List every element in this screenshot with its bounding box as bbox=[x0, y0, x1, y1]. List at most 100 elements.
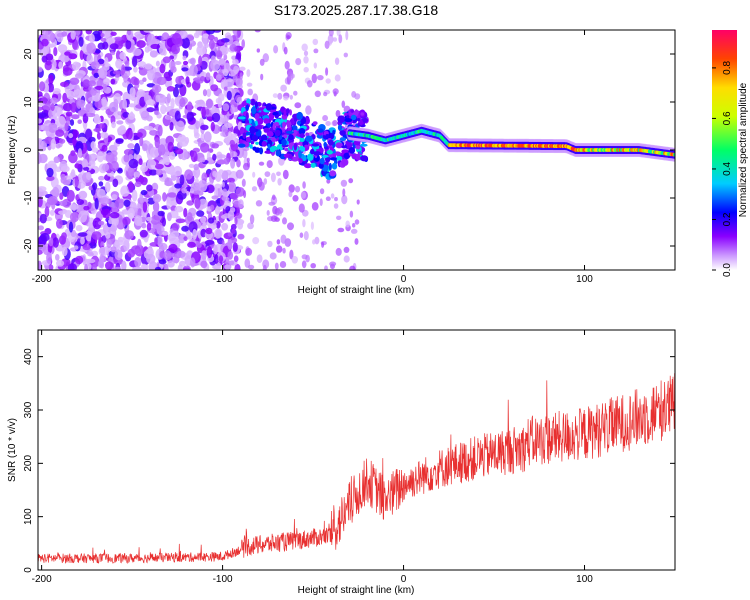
spectrogram-noise-blob bbox=[350, 228, 358, 234]
spectrogram-noise-blob bbox=[101, 96, 107, 107]
spectrogram-noise-blob bbox=[325, 78, 331, 84]
spectrogram-noise-blob bbox=[146, 222, 152, 231]
spectrogram-noise-blob bbox=[102, 41, 109, 50]
spectrogram-transition-blob bbox=[313, 151, 321, 156]
spectrogram-noise-blob bbox=[117, 168, 123, 174]
spectrogram-noise-blob bbox=[234, 46, 240, 53]
spectrogram-noise-blob bbox=[234, 263, 241, 270]
spectrogram-noise-blob bbox=[155, 94, 161, 103]
spectrogram-noise-blob bbox=[221, 240, 225, 245]
spectrogram-noise-blob bbox=[145, 216, 153, 222]
spectrogram-noise-blob bbox=[111, 121, 116, 129]
spectrogram-noise-blob bbox=[44, 125, 50, 132]
spectrogram-noise-blob bbox=[230, 223, 237, 230]
spectrogram-noise-blob bbox=[48, 195, 58, 205]
spectrogram-noise-blob bbox=[312, 38, 319, 46]
spectrogram-noise-blob bbox=[69, 204, 79, 210]
spectrogram-noise-blob bbox=[282, 169, 289, 180]
spectrogram-noise-blob bbox=[38, 139, 44, 150]
spectrogram-noise-blob bbox=[243, 190, 247, 199]
spectrogram-noise-blob bbox=[75, 30, 81, 36]
y-tick-label: 100 bbox=[23, 508, 34, 525]
spectrogram-noise-blob bbox=[332, 119, 338, 127]
spectrogram-noise-blob bbox=[170, 98, 175, 110]
spectrogram-noise-blob bbox=[48, 109, 53, 118]
spectrogram-noise-blob bbox=[235, 78, 243, 87]
spectrogram-noise-blob bbox=[208, 39, 215, 50]
spectrogram-noise-blob bbox=[322, 115, 328, 122]
x-tick-label: 0 bbox=[401, 574, 407, 585]
spectrogram-noise-blob bbox=[139, 135, 144, 147]
spectrogram-noise-blob bbox=[79, 49, 84, 60]
spectrogram-noise-blob bbox=[131, 245, 141, 255]
spectrogram-noise-blob bbox=[80, 236, 85, 245]
spectrogram-transition-blob bbox=[245, 131, 251, 136]
spectrogram-noise-blob bbox=[216, 39, 225, 47]
spectrogram-noise-blob bbox=[215, 262, 222, 270]
spectrogram-noise-blob bbox=[155, 168, 163, 176]
spectrogram-noise-blob bbox=[236, 96, 243, 107]
spectrogram-noise-blob bbox=[333, 203, 339, 209]
spectrogram-noise-blob bbox=[49, 209, 55, 216]
spectrogram-noise-blob bbox=[200, 216, 207, 224]
spectrogram-noise-blob bbox=[41, 96, 48, 104]
spectrogram-noise-blob bbox=[287, 222, 294, 231]
spectrogram-noise-blob bbox=[38, 112, 47, 118]
spectrogram-noise-blob bbox=[74, 175, 79, 188]
spectrogram-noise-blob bbox=[343, 255, 350, 263]
spectrogram-noise-blob bbox=[196, 210, 205, 217]
spectrogram-noise-blob bbox=[352, 223, 356, 228]
spectrogram-noise-blob bbox=[70, 169, 76, 178]
spectrogram-transition-blob bbox=[298, 127, 306, 135]
spectrogram-transition-blob bbox=[328, 162, 332, 171]
spectrogram-noise-blob bbox=[82, 158, 88, 168]
spectrogram-noise-blob bbox=[310, 263, 317, 269]
spectrogram-noise-blob bbox=[193, 163, 199, 171]
spectrogram-noise-blob bbox=[96, 151, 104, 163]
spectrogram-transition-blob bbox=[350, 114, 357, 121]
spectrogram-noise-blob bbox=[59, 192, 64, 200]
spectrogram-noise-blob bbox=[157, 124, 163, 137]
spectrogram-noise-blob bbox=[67, 263, 77, 270]
spectrogram-noise-blob bbox=[276, 171, 281, 177]
spectrogram-marks bbox=[38, 30, 675, 270]
spectrogram-noise-blob bbox=[179, 97, 186, 108]
spectrogram-transition-blob bbox=[335, 155, 343, 161]
spectrogram-noise-blob bbox=[110, 78, 116, 85]
spectrogram-transition-blob bbox=[355, 154, 361, 161]
spectrogram-noise-blob bbox=[294, 102, 302, 109]
spectrogram-transition-blob bbox=[261, 140, 267, 147]
spectrogram-noise-blob bbox=[122, 98, 128, 110]
spectrogram-transition-blob bbox=[263, 118, 270, 124]
spectrogram-noise-blob bbox=[323, 91, 328, 97]
spectrogram-noise-blob bbox=[233, 255, 239, 262]
spectrogram-noise-blob bbox=[96, 188, 106, 199]
spectrogram-noise-blob bbox=[98, 123, 105, 129]
spectrogram-noise-blob bbox=[324, 265, 328, 270]
spectrogram-noise-blob bbox=[174, 110, 181, 122]
spectrogram-noise-blob bbox=[246, 69, 251, 78]
x-tick-label: -100 bbox=[213, 574, 233, 585]
spectrogram-noise-blob bbox=[114, 249, 123, 261]
spectrogram-noise-blob bbox=[136, 40, 146, 49]
spectrogram-noise-blob bbox=[170, 66, 177, 73]
spectrogram-noise-blob bbox=[38, 249, 43, 255]
spectrogram-transition-blob bbox=[299, 133, 306, 139]
spectrogram-noise-blob bbox=[324, 40, 330, 49]
spectrogram-noise-blob bbox=[288, 184, 295, 193]
spectrogram-noise-blob bbox=[229, 207, 236, 213]
spectrogram-noise-blob bbox=[133, 77, 140, 86]
spectrogram-noise-blob bbox=[224, 42, 228, 48]
spectrogram-transition-blob bbox=[339, 137, 346, 142]
spectrogram-transition-blob bbox=[312, 121, 318, 125]
spectrogram-noise-blob bbox=[59, 200, 68, 207]
spectrogram-transition-blob bbox=[249, 126, 256, 134]
colorbar-tick-label: 0.4 bbox=[722, 162, 733, 176]
spectrogram-noise-blob bbox=[85, 230, 93, 242]
spectrogram-noise-blob bbox=[225, 78, 234, 88]
spectrogram-noise-blob bbox=[146, 159, 157, 170]
spectrogram-noise-blob bbox=[230, 158, 236, 169]
spectrogram-noise-blob bbox=[111, 194, 118, 201]
spectrogram-noise-blob bbox=[262, 264, 267, 270]
